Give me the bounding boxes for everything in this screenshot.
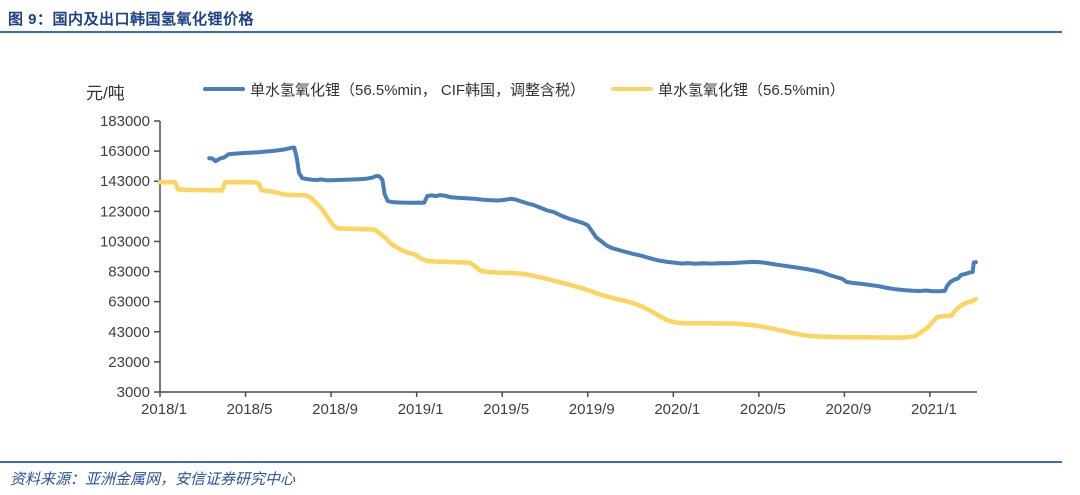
y-tick-label: 143000 [100,173,150,190]
x-tick-label: 2019/1 [398,401,444,418]
x-tick-label: 2020/5 [740,401,786,418]
x-tick-label: 2018/5 [227,401,273,418]
y-tick-label: 3000 [117,384,150,401]
y-tick-label: 43000 [108,324,150,341]
y-tick-label: 163000 [100,143,150,160]
legend-line-swatch-yellow [611,87,654,91]
legend-line-swatch-blue [203,87,245,91]
legend-item-cif-korea: 单水氢氧化锂（56.5%min， CIF韩国，调整含税） [203,79,585,100]
legend-item-domestic: 单水氢氧化锂（56.5%min） [611,79,845,100]
x-tick-label: 2019/5 [483,401,529,418]
legend-label: 单水氢氧化锂（56.5%min， CIF韩国，调整含税） [250,81,586,99]
footer-divider-line [0,461,1062,463]
series-line-1 [157,179,979,340]
x-tick-label: 2019/9 [569,401,615,418]
y-tick-label: 183000 [100,113,150,130]
y-tick-label: 83000 [108,264,150,281]
x-tick-label: 2021/1 [911,401,957,418]
source-attribution: 资料来源：亚洲金属网，安信证券研究中心 [10,470,296,488]
y-tick-label: 63000 [108,294,150,311]
y-tick-label: 103000 [100,233,150,250]
x-tick-label: 2020/9 [825,401,871,418]
chart-legend: 单水氢氧化锂（56.5%min， CIF韩国，调整含税） 单水氢氧化锂（56.5… [203,79,845,100]
y-tick-label: 123000 [100,203,150,220]
y-axis-unit-label: 元/吨 [86,84,125,103]
figure-title: 图 9：国内及出口韩国氢氧化锂价格 [8,11,255,28]
y-tick-label: 23000 [108,354,150,371]
x-tick-label: 2020/1 [654,401,700,418]
x-tick-label: 2018/9 [312,401,358,418]
x-tick-label: 2018/1 [141,401,187,418]
series-line-0 [207,145,978,294]
legend-label: 单水氢氧化锂（56.5%min） [658,81,845,99]
title-divider-line [0,31,1062,33]
